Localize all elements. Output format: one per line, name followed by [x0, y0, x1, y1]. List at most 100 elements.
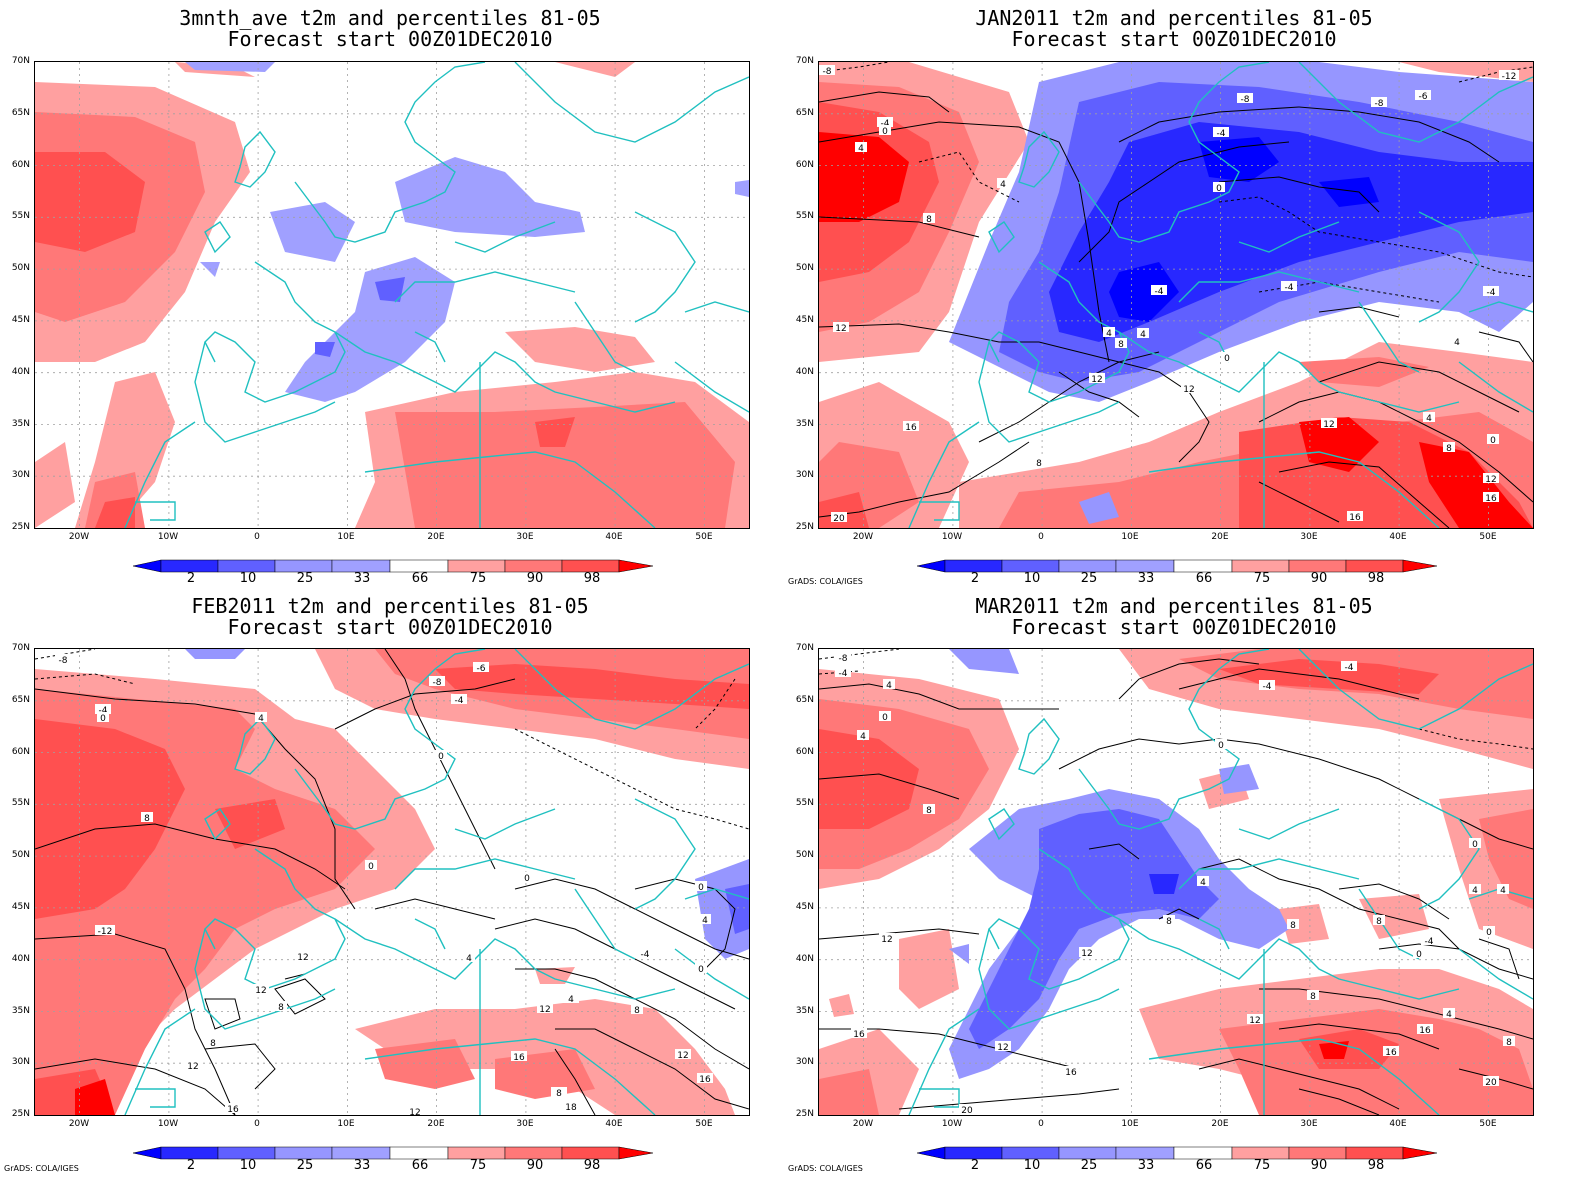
- lat-label: 30N: [11, 1057, 30, 1067]
- lat-label: 35N: [795, 1006, 814, 1016]
- contour-label: -4: [637, 948, 653, 960]
- contour-label-text: 0: [1416, 950, 1422, 960]
- contour-label-text: -4: [1425, 937, 1434, 947]
- contour-label-text: 0: [1218, 741, 1224, 751]
- contour-label-text: 0: [368, 862, 374, 872]
- contour-label: 8: [141, 812, 153, 824]
- contour-label: 0: [1487, 434, 1499, 446]
- lat-label: 50N: [11, 850, 30, 860]
- contour-label-text: 8: [634, 1006, 640, 1016]
- contour-label-text: 16: [513, 1053, 525, 1063]
- contour-label: 12: [995, 1041, 1011, 1053]
- colorbar-label: 2: [970, 571, 980, 586]
- contour-label: 4: [1451, 336, 1463, 348]
- lat-label: 60N: [11, 160, 30, 170]
- panel-title: MAR2011 t2m and percentiles 81-05: [975, 594, 1373, 618]
- contour-label-text: 0: [882, 713, 888, 723]
- colorbar-label: 66: [411, 1158, 429, 1173]
- contour-label: 8: [1373, 915, 1385, 927]
- contour-label: -8: [1371, 97, 1387, 109]
- contour-label: 20: [1483, 1076, 1499, 1088]
- contour-label-text: 8: [1506, 1038, 1512, 1048]
- contour-label-text: -12: [98, 927, 113, 937]
- contour-label-text: 4: [702, 916, 708, 926]
- lat-label: 65N: [795, 695, 814, 705]
- map-fill: -8 -4 4 0 8 4 -4 -4 0 0 4 4 8 12 12 12 1…: [819, 649, 1533, 1115]
- contour-label-text: 8: [926, 215, 932, 225]
- contour-label-text: -4: [1155, 287, 1164, 297]
- contour-label-text: 12: [1485, 475, 1496, 485]
- contour-label: 20: [831, 512, 847, 524]
- contour-label: -4: [1421, 935, 1437, 947]
- contour-label: 0: [1215, 739, 1227, 751]
- contour-label-text: 20: [961, 1106, 973, 1115]
- contour-label: 12: [833, 322, 849, 334]
- colorbar-swatches: [916, 1146, 1438, 1160]
- lat-label: 55N: [795, 211, 814, 221]
- contour-label-text: 4: [886, 681, 892, 691]
- contour-label-text: 4: [860, 732, 866, 742]
- contour-label: 0: [879, 125, 891, 137]
- contour-label: -4: [1483, 286, 1499, 298]
- contour-label: -4: [1341, 661, 1357, 673]
- lon-label: 10E: [1121, 532, 1139, 542]
- lat-label: 55N: [795, 798, 814, 808]
- contour-label: 16: [903, 421, 919, 433]
- grads-credit: GrADS: COLA/IGES: [788, 577, 863, 586]
- lon-label: 10E: [337, 1119, 355, 1129]
- contour-label-text: 0: [1490, 436, 1496, 446]
- lat-label: 35N: [11, 1006, 30, 1016]
- contour-label: 0: [695, 881, 707, 893]
- contour-label-text: 0: [1216, 184, 1222, 194]
- contour-label-text: 0: [438, 752, 444, 762]
- colorbar-label: 66: [1195, 1158, 1213, 1173]
- contour-label: 8: [1443, 442, 1455, 454]
- colorbar: 2 10 25 33 66 75 90 98: [916, 558, 1438, 588]
- lat-label: 60N: [795, 747, 814, 757]
- contour-label-text: -4: [881, 119, 890, 129]
- lon-label: 30E: [516, 1119, 534, 1129]
- contour-label: -4: [1281, 281, 1297, 293]
- colorbar: 2 10 25 33 66 75 90 98: [916, 1145, 1438, 1175]
- contour-label: 16: [1483, 492, 1499, 504]
- colorbar-label: 33: [1137, 1158, 1155, 1173]
- contour-label-text: 16: [1349, 513, 1361, 523]
- contour-label-text: 12: [1081, 949, 1092, 959]
- colorbar-label: 90: [526, 571, 544, 586]
- colorbar-label: 10: [1023, 1158, 1041, 1173]
- contour-label: 12: [879, 933, 895, 945]
- contour-label: 12: [675, 1049, 691, 1061]
- contour-label-text: 12: [255, 986, 266, 996]
- contour-label-text: 4: [858, 144, 864, 154]
- lon-label: 50E: [1479, 1119, 1497, 1129]
- contour-label: 12: [407, 1107, 423, 1115]
- colorbar-label: 98: [1367, 571, 1385, 586]
- lat-label: 35N: [795, 419, 814, 429]
- colorbar-label: 33: [1137, 571, 1155, 586]
- panel-subtitle: Forecast start 00Z01DEC2010: [1011, 615, 1337, 639]
- panel-mar2011: MAR2011 t2m and percentiles 81-05 Foreca…: [784, 588, 1574, 1188]
- colorbar-label: 90: [526, 1158, 544, 1173]
- contour-label-text: 12: [1249, 1016, 1260, 1026]
- colorbar-label: 66: [1195, 571, 1213, 586]
- panel-title: FEB2011 t2m and percentiles 81-05: [191, 594, 589, 618]
- contour-label-text: 12: [835, 324, 846, 334]
- contour-label: 4: [255, 712, 267, 724]
- contour-label: -4: [877, 117, 893, 129]
- lat-label: 65N: [11, 108, 30, 118]
- contour-label: 4: [1497, 884, 1509, 896]
- contour-label: 20: [959, 1104, 975, 1115]
- lat-label: 45N: [795, 902, 814, 912]
- lat-label: 70N: [11, 56, 30, 66]
- colorbar-label: 33: [353, 571, 371, 586]
- lat-label: 30N: [795, 470, 814, 480]
- contour-label: 16: [1417, 1024, 1433, 1036]
- lat-label: 55N: [11, 211, 30, 221]
- contour-label: 12: [1321, 418, 1337, 430]
- contour-label-text: 12: [409, 1108, 420, 1115]
- colorbar: 2 10 25 33 66 75 90 98: [132, 1145, 654, 1175]
- lon-label: 20W: [852, 532, 874, 542]
- contour-label-text: 8: [1310, 992, 1316, 1002]
- panel-jan2011: JAN2011 t2m and percentiles 81-05 Foreca…: [784, 0, 1574, 590]
- lon-label: 40E: [1389, 1119, 1407, 1129]
